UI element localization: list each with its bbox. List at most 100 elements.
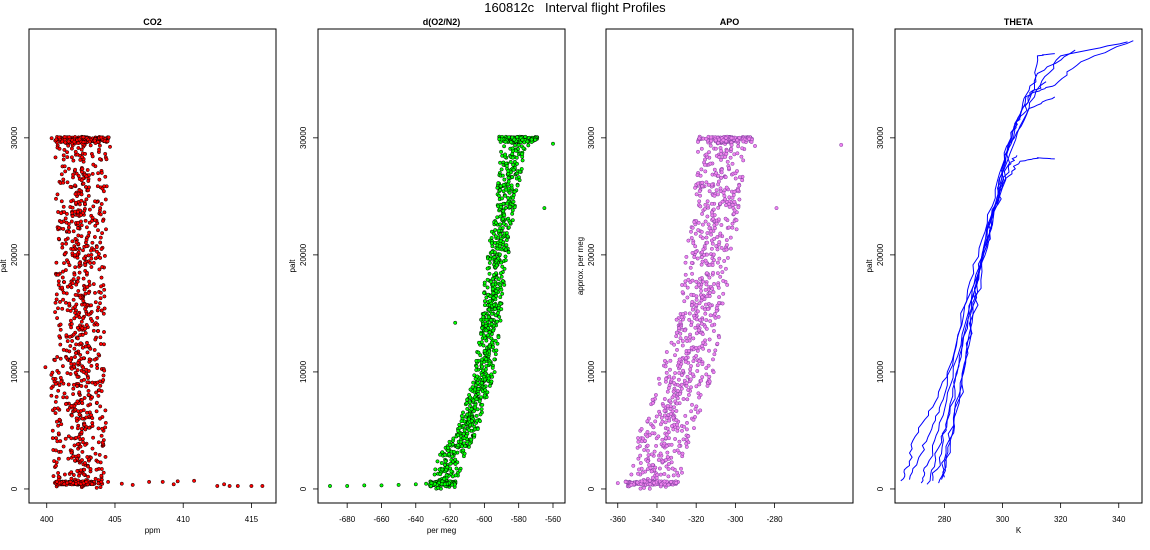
data-point bbox=[498, 188, 503, 193]
data-point bbox=[98, 235, 103, 240]
data-point bbox=[669, 479, 673, 484]
data-point bbox=[468, 403, 473, 408]
data-point bbox=[57, 146, 62, 151]
data-point bbox=[649, 469, 654, 474]
data-point bbox=[480, 402, 485, 407]
data-point bbox=[54, 436, 59, 441]
data-point bbox=[484, 364, 489, 369]
data-point bbox=[474, 397, 479, 402]
data-point bbox=[689, 385, 693, 390]
data-point bbox=[462, 428, 467, 433]
data-point bbox=[703, 287, 708, 292]
data-point bbox=[680, 451, 685, 456]
data-point bbox=[81, 316, 86, 321]
data-point bbox=[690, 307, 695, 312]
data-point bbox=[80, 437, 85, 441]
data-point bbox=[72, 139, 77, 144]
x-tick-label: 340 bbox=[1112, 515, 1126, 524]
data-point bbox=[86, 369, 91, 373]
data-point bbox=[753, 144, 757, 148]
y-tick-label: 20000 bbox=[299, 243, 308, 266]
data-point bbox=[719, 223, 724, 227]
data-point bbox=[691, 417, 696, 422]
data-point bbox=[96, 426, 101, 431]
data-point bbox=[705, 231, 710, 236]
data-point bbox=[101, 378, 106, 382]
data-point bbox=[467, 400, 472, 405]
data-point bbox=[515, 135, 520, 140]
data-point bbox=[680, 428, 684, 433]
data-point bbox=[711, 216, 716, 221]
data-point bbox=[92, 138, 97, 143]
data-point bbox=[730, 202, 735, 207]
data-point bbox=[704, 372, 709, 377]
data-point bbox=[60, 245, 65, 250]
data-point bbox=[693, 231, 698, 236]
panel-title: d(O2/N2) bbox=[423, 17, 461, 27]
data-point bbox=[636, 439, 641, 444]
data-point bbox=[93, 218, 98, 223]
data-point bbox=[80, 401, 85, 406]
data-point bbox=[487, 307, 492, 312]
data-point bbox=[676, 340, 681, 345]
data-point bbox=[735, 138, 740, 143]
data-point bbox=[645, 443, 650, 448]
data-point bbox=[676, 377, 681, 382]
data-point bbox=[656, 376, 661, 381]
data-point bbox=[53, 381, 58, 386]
data-point bbox=[49, 393, 54, 398]
data-point bbox=[64, 291, 69, 296]
data-point bbox=[730, 221, 735, 226]
data-point bbox=[85, 340, 89, 345]
data-point bbox=[98, 206, 103, 211]
data-point bbox=[736, 205, 741, 210]
data-point bbox=[413, 482, 418, 487]
data-point bbox=[249, 484, 254, 488]
data-point bbox=[76, 360, 81, 365]
data-point bbox=[56, 282, 61, 287]
data-point bbox=[452, 482, 457, 487]
data-point bbox=[654, 414, 659, 419]
data-point bbox=[664, 464, 669, 469]
data-point bbox=[75, 374, 80, 379]
data-point bbox=[659, 415, 664, 420]
panel-title: THETA bbox=[1004, 17, 1034, 27]
data-point bbox=[689, 236, 694, 240]
data-point bbox=[642, 448, 647, 452]
data-point bbox=[467, 441, 472, 446]
data-point bbox=[88, 346, 93, 351]
data-point bbox=[95, 322, 100, 327]
data-point bbox=[71, 473, 76, 477]
data-point bbox=[664, 415, 669, 420]
data-point bbox=[57, 417, 62, 422]
data-point bbox=[56, 225, 61, 230]
data-point bbox=[703, 311, 708, 316]
data-point bbox=[689, 320, 694, 325]
data-point bbox=[93, 199, 97, 204]
data-point bbox=[81, 408, 86, 413]
data-point bbox=[70, 425, 74, 430]
data-point bbox=[638, 453, 643, 458]
data-point bbox=[722, 259, 727, 263]
data-point bbox=[76, 289, 81, 293]
data-point bbox=[680, 283, 685, 287]
data-point bbox=[76, 226, 80, 231]
data-point bbox=[90, 215, 95, 220]
data-point bbox=[56, 474, 61, 479]
data-point bbox=[724, 243, 729, 248]
x-tick-label: 320 bbox=[1054, 515, 1068, 524]
data-point bbox=[707, 290, 712, 295]
data-point bbox=[69, 155, 74, 160]
data-point bbox=[73, 351, 78, 356]
data-point bbox=[704, 282, 709, 287]
data-point bbox=[517, 178, 522, 183]
data-point bbox=[697, 359, 702, 364]
data-point bbox=[56, 370, 61, 375]
data-point bbox=[704, 152, 709, 157]
data-point bbox=[50, 436, 55, 441]
data-point bbox=[77, 412, 82, 417]
data-point bbox=[497, 193, 501, 198]
data-point bbox=[662, 408, 667, 413]
data-point bbox=[58, 322, 63, 327]
data-point bbox=[491, 328, 496, 333]
